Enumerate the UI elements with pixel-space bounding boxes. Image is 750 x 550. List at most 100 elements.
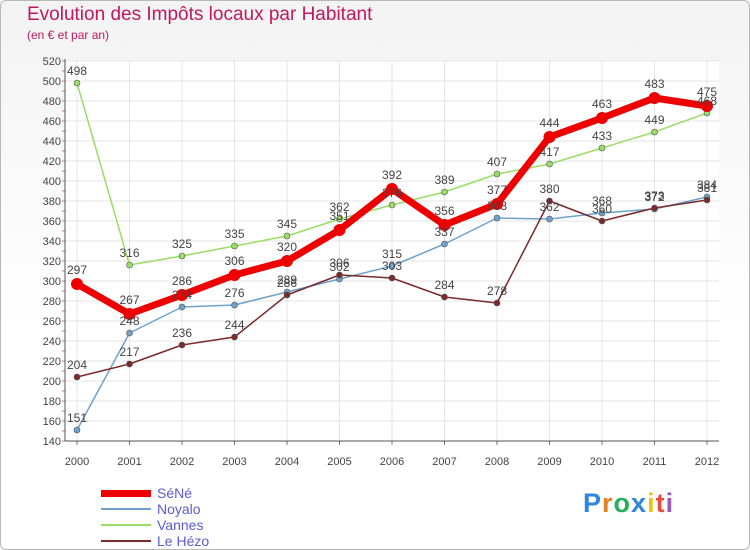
chart-subtitle: (en € et par an) <box>27 28 110 42</box>
data-label-s-n: 463 <box>592 97 612 111</box>
data-label-s-n: 286 <box>172 274 192 288</box>
data-label-noyalo: 363 <box>487 199 507 213</box>
x-tick-label: 2009 <box>537 456 561 468</box>
data-point-le-h-zo <box>283 291 291 299</box>
legend-label-noyalo: Noyalo <box>157 501 201 517</box>
x-tick-label: 2005 <box>327 456 351 468</box>
data-point-vannes <box>178 252 186 260</box>
y-tick-label: 520 <box>43 56 61 68</box>
data-point-vannes <box>73 79 81 87</box>
legend-swatch-vannes <box>101 524 151 526</box>
data-label-noyalo: 274 <box>172 288 192 302</box>
data-point-vannes <box>493 170 501 178</box>
legend-label-le-h-zo: Le Hézo <box>157 533 210 549</box>
data-point-le-h-zo <box>126 360 133 368</box>
data-label-s-n: 320 <box>277 240 297 254</box>
data-label-vannes: 498 <box>67 64 87 78</box>
data-label-s-n: 475 <box>697 85 717 99</box>
y-tick-label: 320 <box>43 256 61 268</box>
data-label-le-h-zo: 217 <box>119 345 139 359</box>
data-label-le-h-zo: 236 <box>172 326 192 340</box>
x-tick-label: 2010 <box>590 456 614 468</box>
data-point-noyalo <box>126 329 133 337</box>
y-tick-label: 380 <box>43 196 61 208</box>
data-point-s-n <box>648 92 661 104</box>
data-label-noyalo: 315 <box>382 247 402 261</box>
data-point-le-h-zo <box>703 196 711 204</box>
data-point-noyalo <box>73 426 81 434</box>
data-label-vannes: 362 <box>329 200 349 214</box>
data-label-vannes: 345 <box>277 217 297 231</box>
legend-swatch-le-h-zo <box>101 540 151 542</box>
data-point-s-n <box>333 224 346 236</box>
data-label-noyalo: 372 <box>644 190 664 204</box>
y-tick-label: 460 <box>43 116 61 128</box>
data-label-le-h-zo: 284 <box>434 278 454 292</box>
y-tick-label: 140 <box>43 436 61 448</box>
data-label-le-h-zo: 303 <box>382 259 402 273</box>
data-point-s-n <box>543 131 556 143</box>
data-point-le-h-zo <box>178 341 186 349</box>
data-label-le-h-zo: 306 <box>329 256 349 270</box>
data-point-noyalo <box>598 209 606 217</box>
data-label-vannes: 433 <box>592 129 612 143</box>
y-tick-label: 280 <box>43 296 61 308</box>
data-label-noyalo: 248 <box>119 314 139 328</box>
data-label-vannes: 449 <box>644 113 664 127</box>
data-label-s-n: 306 <box>224 254 244 268</box>
logo-letter: x <box>631 488 648 518</box>
axis-layer: 140 160 180 200 220 240 260 280 300 320 340 360 380 4… <box>43 56 720 468</box>
data-label-noyalo: 289 <box>277 273 297 287</box>
data-point-vannes <box>441 188 448 196</box>
y-tick-label: 400 <box>43 176 61 188</box>
legend-swatch-s-n <box>101 490 151 497</box>
y-tick-label: 360 <box>43 216 61 228</box>
x-tick-label: 2008 <box>485 456 509 468</box>
legend-label-s-n: SéNé <box>157 485 193 501</box>
data-point-le-h-zo <box>493 299 501 307</box>
data-point-s-n <box>701 100 713 112</box>
data-point-s-n <box>491 198 503 210</box>
data-point-vannes <box>388 201 396 209</box>
y-tick-label: 240 <box>43 336 61 348</box>
data-label-s-n: 377 <box>487 183 507 197</box>
data-label-vannes: 376 <box>382 186 402 200</box>
data-label-s-n: 351 <box>329 209 349 223</box>
data-label-vannes: 407 <box>487 155 507 169</box>
data-label-vannes: 335 <box>224 227 244 241</box>
logo-letter: i <box>647 488 656 518</box>
x-tick-label: 2011 <box>643 456 667 468</box>
data-point-s-n <box>228 269 241 281</box>
data-point-s-n <box>596 112 608 124</box>
data-label-noyalo: 384 <box>697 178 717 192</box>
grid-layer <box>65 60 719 442</box>
data-point-le-h-zo <box>73 373 81 381</box>
data-label-s-n: 444 <box>539 116 559 130</box>
data-point-s-n <box>123 308 136 320</box>
data-label-noyalo: 362 <box>539 200 559 214</box>
y-tick-label: 420 <box>43 156 61 168</box>
data-point-le-h-zo <box>651 204 658 212</box>
x-tick-label: 2004 <box>275 456 299 468</box>
logo-letter: t <box>655 488 666 518</box>
x-tick-label: 2006 <box>380 456 404 468</box>
data-label-noyalo: 337 <box>434 225 454 239</box>
data-point-le-h-zo <box>388 274 396 282</box>
data-point-vannes <box>231 242 238 250</box>
y-tick-label: 340 <box>43 236 61 248</box>
y-tick-label: 160 <box>43 416 61 428</box>
data-label-layer: 151 248 274 276 289 302 315 337 363 362 368 372 384 4… <box>67 64 717 425</box>
x-tick-label: 2002 <box>170 456 194 468</box>
data-point-vannes <box>598 144 606 152</box>
legend-swatch-noyalo <box>101 508 151 510</box>
data-point-s-n <box>281 255 293 267</box>
data-point-s-n <box>71 278 83 290</box>
x-tick-label: 2000 <box>65 456 89 468</box>
data-point-vannes <box>546 160 553 168</box>
proxiti-logo: Proxiti <box>583 488 674 519</box>
data-label-s-n: 392 <box>382 168 402 182</box>
data-label-le-h-zo: 286 <box>277 276 297 290</box>
data-point-noyalo <box>178 303 186 311</box>
data-label-s-n: 267 <box>119 293 139 307</box>
